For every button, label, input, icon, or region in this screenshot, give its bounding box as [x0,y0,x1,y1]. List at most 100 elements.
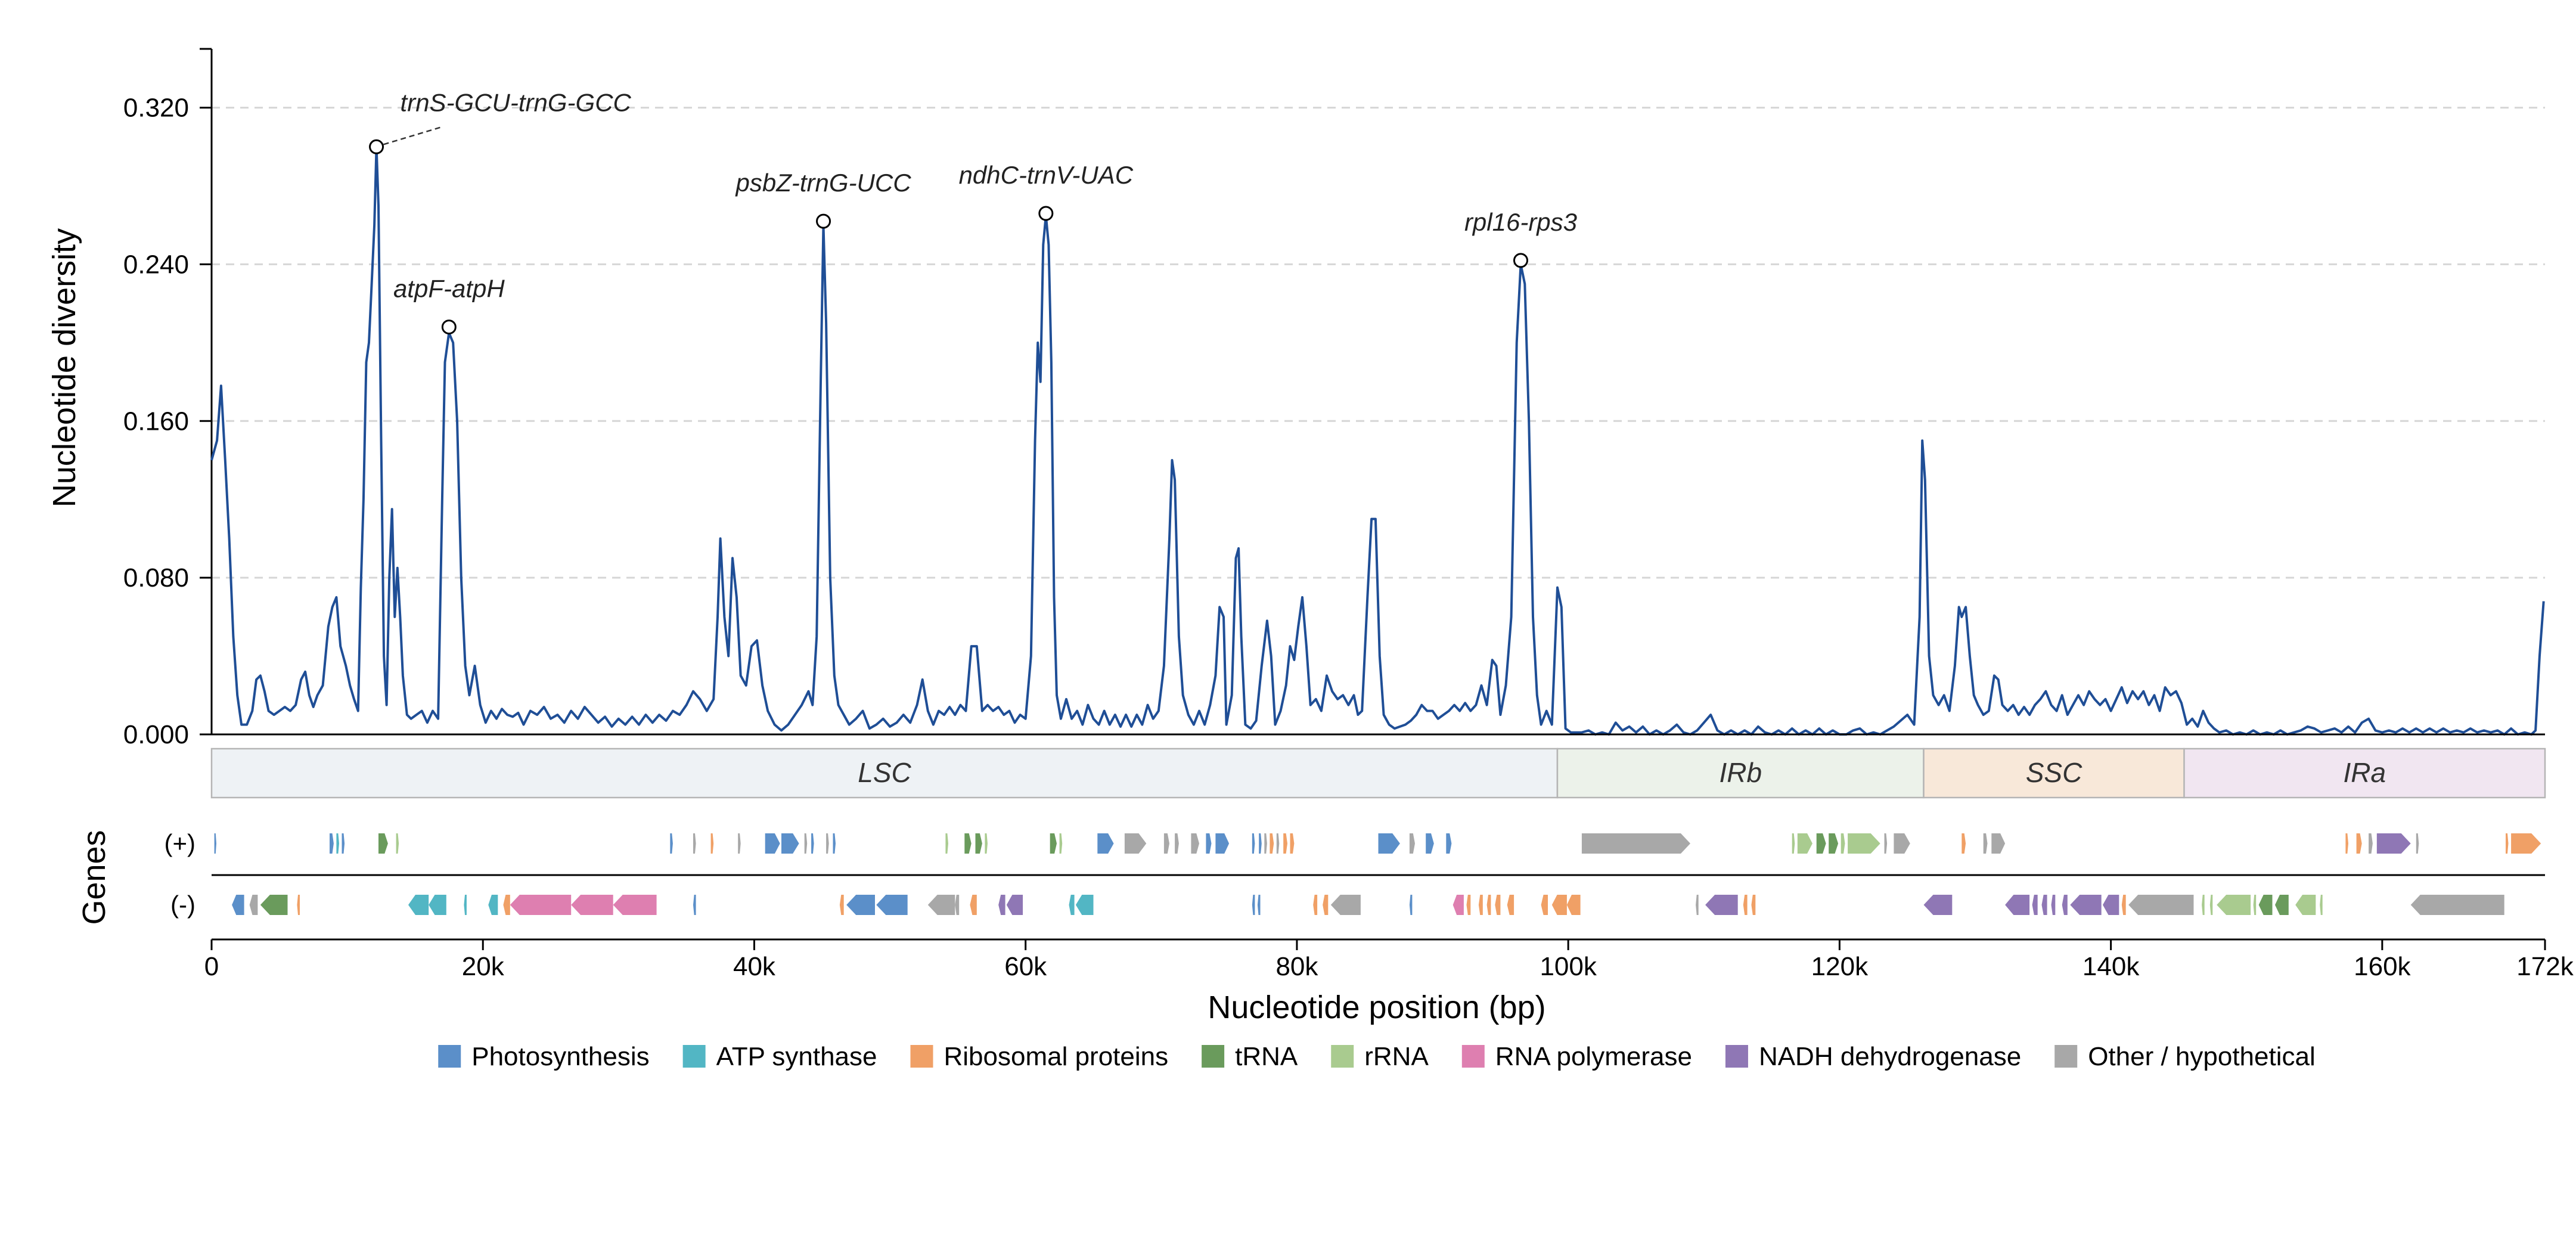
legend-label: Other / hypothetical [2088,1042,2316,1071]
x-tick-label: 60k [1004,952,1047,981]
gene-arrow [693,833,696,854]
x-tick-label: 172k [2516,952,2574,981]
gene-arrow [1409,833,1415,854]
gene-arrow [945,833,948,854]
gene-arrow [1829,833,1839,854]
legend-label: rRNA [1364,1042,1429,1071]
gene-arrow [1006,895,1023,915]
gene-arrow [765,833,780,854]
gene-arrow [2369,833,2373,854]
gene-arrow [2356,833,2362,854]
gene-arrow [2295,895,2316,915]
gene-arrow [1705,895,1738,915]
diversity-series-line [210,145,2545,736]
gene-arrow [811,833,814,854]
gene-arrow [927,895,955,915]
legend-label: RNA polymerase [1495,1042,1692,1071]
gene-arrow [2103,895,2119,915]
region-label: SSC [2026,757,2082,788]
gene-arrow [670,833,673,854]
gene-arrow [693,895,696,915]
gene-arrow [1923,895,1953,915]
gene-arrow [1478,895,1483,915]
gene-arrow [1313,895,1318,915]
region-label: IRb [1719,757,1762,788]
gene-arrow [2506,833,2509,854]
x-tick-label: 80k [1275,952,1318,981]
legend-label: NADH dehydrogenase [1759,1042,2021,1071]
legend-swatch [682,1045,706,1068]
gene-arrow [2416,833,2419,854]
legend-swatch [1331,1045,1354,1068]
legend-swatch [2054,1045,2078,1068]
gene-arrow [970,895,977,915]
gene-arrow [1330,895,1361,915]
gene-arrow [1257,895,1261,915]
gene-arrow [2376,833,2411,854]
gene-category-legend: Photosynthesis ATP synthase Ribosomal prot… [438,1042,2316,1071]
gene-arrow [2253,895,2257,915]
gene-arrow [1323,895,1329,915]
gene-arrow [1276,833,1280,854]
legend-swatch [1725,1045,1748,1068]
y-tick-label: 0.320 [123,94,189,123]
peak-marker [369,139,384,154]
y-axis: 0.000 0.080 0.160 0.240 0.320 [123,48,213,749]
gene-arrow [1983,833,1988,854]
legend-swatch [438,1045,461,1068]
gene-arrow [1426,833,1434,854]
gene-arrow [804,833,808,854]
peak-label: psbZ-trnG-UCC [735,169,912,197]
gene-arrow [1884,833,1888,854]
gene-arrow [1283,833,1287,854]
y-axis-title: Nucleotide diversity [46,228,82,507]
gene-arrow [214,833,216,854]
gene-arrow [1551,895,1567,915]
peak-marker [816,213,831,229]
gene-arrow [1696,895,1699,915]
gene-arrow [2209,895,2213,915]
gene-arrow [1541,895,1548,915]
gene-arrow [1446,833,1452,854]
gene-arrow [571,895,613,915]
x-tick-label: 120k [1811,952,1869,981]
region-band [1556,748,1925,799]
minus-strand-label: (-) [170,891,195,919]
x-axis: 0 20k 40k 60k 80k 100k 120k 140k 160k 172k [204,938,2574,981]
gene-arrow [1495,895,1501,915]
gene-arrow [2345,833,2348,854]
gene-arrow [2258,895,2273,915]
legend-swatch [1202,1045,1225,1068]
genome-regions-track: LSC IRb SSC IRa [210,748,2546,799]
plus-strand-label: (+) [165,829,196,857]
gene-arrow [249,895,258,915]
gene-arrow [839,895,844,915]
gene-arrow [2202,895,2205,915]
peak-marker [1038,206,1054,221]
gene-arrow [1486,895,1491,915]
gene-arrow [408,895,429,915]
y-tick-label: 0.000 [123,720,189,749]
gene-arrow [1962,833,1966,854]
gene-arrow [998,895,1005,915]
gene-arrow [1252,895,1255,915]
x-tick-label: 160k [2354,952,2411,981]
peak-label: trnS-GCU-trnG-GCC [401,88,632,116]
region-band [210,748,1559,799]
gene-arrow [1075,895,1094,915]
peak-leader-line [383,126,443,145]
diversity-line [210,145,2545,736]
gene-arrow [1215,833,1230,854]
gene-arrow [1743,895,1748,915]
gene-arrow [1848,833,1880,854]
gene-arrow [2041,895,2047,915]
region-band [2183,748,2546,799]
gene-arrow [2121,895,2126,915]
legend-swatch [1461,1045,1485,1068]
gene-arrow [2128,895,2194,915]
peak-label: rpl16-rps3 [1464,208,1577,236]
gene-arrow [1466,895,1471,915]
gene-arrow [955,895,960,915]
gene-arrow [2070,895,2102,915]
